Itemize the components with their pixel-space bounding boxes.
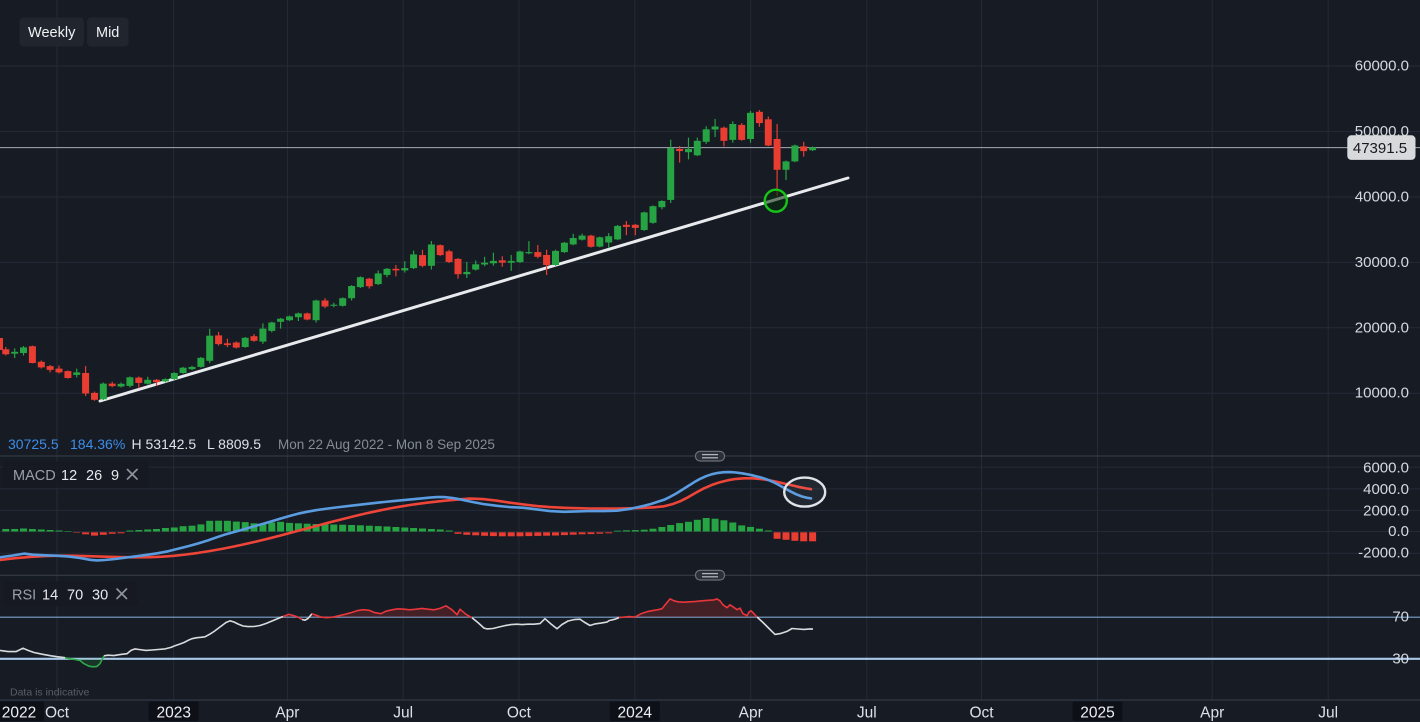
svg-text:20000.0: 20000.0 bbox=[1355, 319, 1409, 336]
svg-text:-2000.0: -2000.0 bbox=[1358, 545, 1409, 562]
svg-text:2000.0: 2000.0 bbox=[1363, 503, 1409, 520]
svg-text:Jul: Jul bbox=[393, 705, 413, 722]
svg-text:4000.0: 4000.0 bbox=[1363, 481, 1409, 498]
svg-text:Oct: Oct bbox=[507, 705, 532, 722]
svg-text:Apr: Apr bbox=[1200, 705, 1224, 722]
svg-text:30: 30 bbox=[1392, 650, 1409, 667]
svg-text:H 53142.5: H 53142.5 bbox=[132, 436, 197, 452]
svg-text:0.0: 0.0 bbox=[1388, 523, 1409, 540]
svg-text:Data is indicative: Data is indicative bbox=[10, 687, 90, 699]
svg-text:70: 70 bbox=[67, 588, 83, 604]
svg-text:30725.5: 30725.5 bbox=[8, 436, 59, 452]
svg-text:30000.0: 30000.0 bbox=[1355, 254, 1409, 271]
svg-text:6000.0: 6000.0 bbox=[1363, 460, 1409, 477]
svg-text:Jul: Jul bbox=[857, 705, 877, 722]
svg-text:40000.0: 40000.0 bbox=[1355, 189, 1409, 206]
svg-text:2022: 2022 bbox=[2, 705, 36, 722]
svg-text:L 8809.5: L 8809.5 bbox=[207, 436, 261, 452]
svg-text:9: 9 bbox=[111, 468, 119, 484]
svg-text:Mid: Mid bbox=[96, 25, 119, 41]
svg-text:70: 70 bbox=[1392, 609, 1409, 626]
svg-text:Apr: Apr bbox=[739, 705, 763, 722]
svg-text:14: 14 bbox=[42, 588, 58, 604]
svg-text:Weekly: Weekly bbox=[28, 25, 76, 41]
svg-text:26: 26 bbox=[86, 468, 102, 484]
svg-text:12: 12 bbox=[61, 468, 77, 484]
svg-text:30: 30 bbox=[92, 588, 108, 604]
svg-text:2024: 2024 bbox=[618, 705, 653, 722]
svg-text:60000.0: 60000.0 bbox=[1355, 58, 1409, 75]
svg-text:RSI: RSI bbox=[12, 588, 36, 604]
svg-text:10000.0: 10000.0 bbox=[1355, 385, 1409, 402]
svg-text:Oct: Oct bbox=[45, 705, 70, 722]
svg-text:47391.5: 47391.5 bbox=[1353, 140, 1407, 157]
svg-text:Oct: Oct bbox=[969, 705, 994, 722]
svg-text:Apr: Apr bbox=[275, 705, 299, 722]
svg-text:Mon 22 Aug 2022 - Mon 8 Sep 20: Mon 22 Aug 2022 - Mon 8 Sep 2025 bbox=[278, 437, 495, 452]
svg-text:184.36%: 184.36% bbox=[70, 436, 125, 452]
svg-text:MACD: MACD bbox=[13, 468, 56, 484]
svg-text:Jul: Jul bbox=[1318, 705, 1338, 722]
svg-text:2025: 2025 bbox=[1080, 705, 1114, 722]
svg-text:2023: 2023 bbox=[156, 705, 190, 722]
